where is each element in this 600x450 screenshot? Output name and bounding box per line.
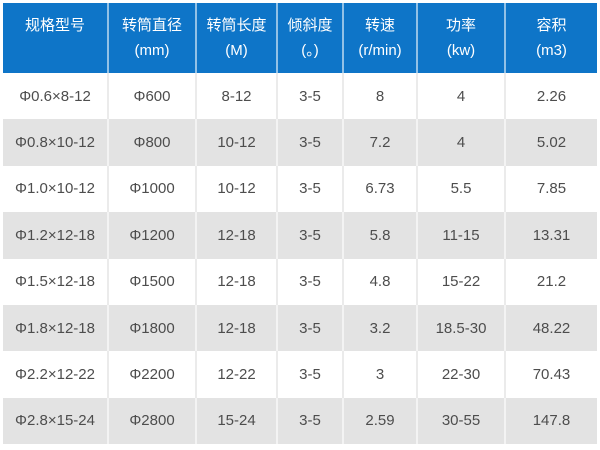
cell-drum-length: 12-18: [195, 258, 277, 305]
cell-volume: 2.26: [504, 73, 597, 120]
header-title: 规格型号: [24, 17, 85, 34]
cell-inclination: 3-5: [276, 73, 343, 120]
header-title: 功率: [445, 17, 476, 34]
cell-volume: 7.85: [504, 165, 597, 213]
cell-spec-model: Φ0.6×8-12: [19, 87, 91, 105]
table-row: Φ0.6×8-12 Φ600 8-12 3-5 8 4 2.26: [3, 73, 597, 120]
cell-inclination: 3-5: [276, 258, 343, 305]
cell-power: 11-15: [416, 212, 505, 259]
cell-rotation-speed: 3.2: [342, 304, 417, 352]
cell-drum-length: 10-12: [195, 165, 277, 213]
cell-drum-diameter: Φ2200: [107, 351, 196, 398]
table-header-row: 规格型号 转筒直径 (mm) 转筒长度 (M) 倾斜度 (。) 转速 (r: [3, 3, 597, 73]
cell-drum-length: 15-24: [195, 397, 277, 444]
cell-drum-diameter: Φ1200: [107, 212, 196, 259]
column-header-rotation-speed: 转速 (r/min): [342, 3, 417, 73]
cell-drum-diameter: Φ800: [107, 119, 196, 166]
table-row: Φ1.2×12-18 Φ1200 12-18 3-5 5.8 11-15 13.…: [3, 212, 597, 259]
cell-inclination: 3-5: [276, 119, 343, 166]
cell-power: 15-22: [416, 258, 505, 305]
cell-rotation-speed: 2.59: [342, 397, 417, 444]
cell-spec-model: Φ1.0×10-12: [15, 180, 95, 198]
header-title: 转速: [364, 17, 395, 34]
cell-volume: 70.43: [504, 351, 597, 398]
cell-drum-length: 12-22: [195, 351, 277, 398]
cell-inclination: 3-5: [276, 304, 343, 352]
spec-table: 规格型号 转筒直径 (mm) 转筒长度 (M) 倾斜度 (。) 转速 (r: [3, 3, 597, 444]
cell-drum-diameter: Φ1500: [107, 258, 196, 305]
header-unit: (M): [225, 42, 248, 59]
cell-inclination: 3-5: [276, 397, 343, 444]
cell-power: 18.5-30: [416, 304, 505, 352]
cell-spec-model: Φ2.2×12-22: [15, 365, 95, 383]
cell-drum-length: 12-18: [195, 304, 277, 352]
cell-power: 5.5: [416, 165, 505, 213]
cell-inclination: 3-5: [276, 351, 343, 398]
cell-rotation-speed: 4.8: [342, 258, 417, 305]
spec-table-container: 规格型号 转筒直径 (mm) 转筒长度 (M) 倾斜度 (。) 转速 (r: [3, 3, 597, 444]
cell-spec-model: Φ1.5×12-18: [15, 273, 95, 291]
header-title: 容积: [536, 17, 567, 34]
cell-power: 4: [416, 119, 505, 166]
cell-spec-model: Φ0.8×10-12: [15, 134, 95, 152]
header-unit: (kw): [446, 42, 476, 59]
header-unit: (mm): [134, 42, 170, 59]
header-title: 转筒长度: [206, 17, 267, 34]
cell-volume: 48.22: [504, 304, 597, 352]
cell-power: 30-55: [416, 397, 505, 444]
cell-drum-diameter: Φ2800: [107, 397, 196, 444]
cell-rotation-speed: 5.8: [342, 212, 417, 259]
cell-rotation-speed: 8: [342, 73, 417, 120]
cell-spec-model: Φ2.8×15-24: [15, 412, 95, 430]
cell-power: 22-30: [416, 351, 505, 398]
table-row: Φ1.0×10-12 Φ1000 10-12 3-5 6.73 5.5 7.85: [3, 165, 597, 213]
header-unit: (。): [301, 42, 319, 59]
cell-drum-length: 10-12: [195, 119, 277, 166]
cell-drum-length: 8-12: [195, 73, 277, 120]
header-unit: (m3): [536, 42, 567, 59]
cell-volume: 5.02: [504, 119, 597, 166]
column-header-power: 功率 (kw): [416, 3, 505, 73]
column-header-volume: 容积 (m3): [504, 3, 597, 73]
table-row: Φ1.8×12-18 Φ1800 12-18 3-5 3.2 18.5-30 4…: [3, 304, 597, 352]
header-title: 转筒直径: [121, 17, 182, 34]
table-row: Φ2.2×12-22 Φ2200 12-22 3-5 3 22-30 70.43: [3, 351, 597, 398]
cell-drum-diameter: Φ600: [107, 73, 196, 120]
cell-volume: 147.8: [504, 397, 597, 444]
column-header-drum-length: 转筒长度 (M): [195, 3, 277, 73]
table-body: Φ0.6×8-12 Φ600 8-12 3-5 8 4 2.26 Φ0.8×10…: [3, 73, 597, 444]
header-unit: [3, 38, 107, 63]
cell-drum-diameter: Φ1800: [107, 304, 196, 352]
column-header-spec-model: 规格型号: [3, 3, 108, 73]
cell-volume: 13.31: [504, 212, 597, 259]
column-header-inclination: 倾斜度 (。): [276, 3, 343, 73]
cell-inclination: 3-5: [276, 212, 343, 259]
cell-inclination: 3-5: [276, 165, 343, 213]
table-row: Φ1.5×12-18 Φ1500 12-18 3-5 4.8 15-22 21.…: [3, 258, 597, 305]
table-row: Φ0.8×10-12 Φ800 10-12 3-5 7.2 4 5.02: [3, 119, 597, 166]
cell-power: 4: [416, 73, 505, 120]
cell-volume: 21.2: [504, 258, 597, 305]
table-row: Φ2.8×15-24 Φ2800 15-24 3-5 2.59 30-55 14…: [3, 397, 597, 444]
cell-drum-length: 12-18: [195, 212, 277, 259]
header-unit: (r/min): [358, 42, 402, 59]
header-title: 倾斜度: [287, 17, 333, 34]
cell-drum-diameter: Φ1000: [107, 165, 196, 213]
cell-rotation-speed: 3: [342, 351, 417, 398]
cell-spec-model: Φ1.8×12-18: [15, 319, 95, 337]
cell-rotation-speed: 6.73: [342, 165, 417, 213]
cell-rotation-speed: 7.2: [342, 119, 417, 166]
column-header-drum-diameter: 转筒直径 (mm): [107, 3, 196, 73]
cell-spec-model: Φ1.2×12-18: [15, 226, 95, 244]
